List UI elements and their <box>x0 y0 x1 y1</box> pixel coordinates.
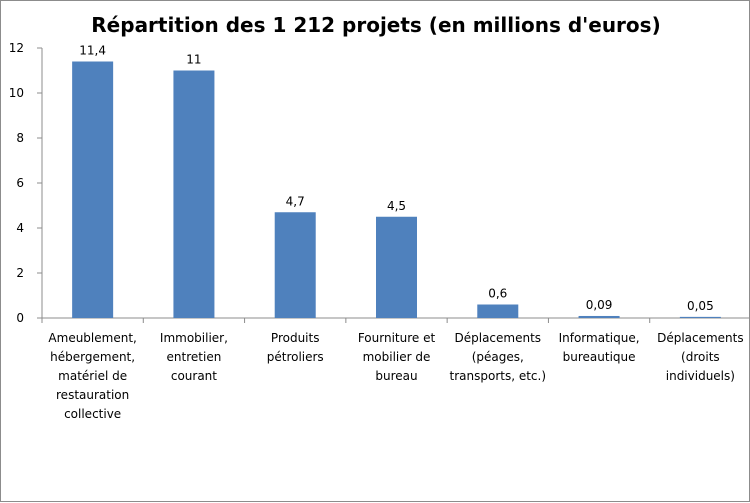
y-tick-label: 4 <box>16 221 24 235</box>
y-tick-label: 6 <box>16 176 24 190</box>
category-label-line: Produits <box>271 331 320 345</box>
bar <box>376 216 417 318</box>
y-tick-label: 12 <box>9 41 24 55</box>
category-label-line: Déplacements <box>455 331 542 345</box>
category-label-line: restauration <box>56 388 129 402</box>
bar <box>679 316 721 318</box>
y-tick-label: 0 <box>16 311 24 325</box>
bar <box>477 304 519 318</box>
y-tick-label: 8 <box>16 131 24 145</box>
category-label-line: collective <box>64 407 121 421</box>
category-label-line: Immobilier, <box>160 331 228 345</box>
category-label-line: entretien <box>167 350 222 364</box>
category-label: Immobilier, entretien courant <box>160 331 228 383</box>
category-label: Ameublement, hébergement, matériel de resta… <box>48 331 136 421</box>
category-label-line: mobilier de <box>363 350 431 364</box>
category-label-line: Informatique, <box>559 331 640 345</box>
data-label: 0,6 <box>488 287 507 301</box>
category-label-line: bureau <box>375 369 417 383</box>
category-label-line: pétroliers <box>267 350 324 364</box>
data-label: 4,5 <box>387 199 406 213</box>
category-label-line: Fourniture et <box>358 331 436 345</box>
bar <box>578 315 620 318</box>
category-label-line: (péages, <box>472 350 524 364</box>
chart-title: Répartition des 1 212 projets (en millio… <box>91 13 661 37</box>
data-label: 0,09 <box>586 298 613 312</box>
bar <box>274 212 316 318</box>
category-label-line: matériel de <box>58 369 127 383</box>
bar <box>173 70 215 318</box>
data-label: 4,7 <box>286 194 305 208</box>
category-label-line: hébergement, <box>50 350 135 364</box>
category-label-line: (droits <box>681 350 720 364</box>
category-label-line: courant <box>171 369 217 383</box>
category-label: Produits pétroliers <box>267 331 324 364</box>
category-label-line: transports, etc.) <box>450 369 547 383</box>
category-label: Déplacements (péages, transports, etc.) <box>450 331 547 383</box>
y-tick-label: 2 <box>16 266 24 280</box>
category-label: Fourniture et mobilier de bureau <box>358 331 436 383</box>
y-tick-label: 10 <box>9 86 24 100</box>
data-label: 11 <box>186 53 201 67</box>
category-label: Informatique, bureautique <box>559 331 640 364</box>
category-label-line: Ameublement, <box>48 331 136 345</box>
data-label: 0,05 <box>687 299 714 313</box>
bar <box>72 61 114 318</box>
category-label-line: individuels) <box>666 369 735 383</box>
data-label: 11,4 <box>79 44 106 58</box>
category-label-line: Déplacements <box>657 331 744 345</box>
category-label-line: bureautique <box>563 350 636 364</box>
category-label: Déplacements (droits individuels) <box>657 331 744 383</box>
